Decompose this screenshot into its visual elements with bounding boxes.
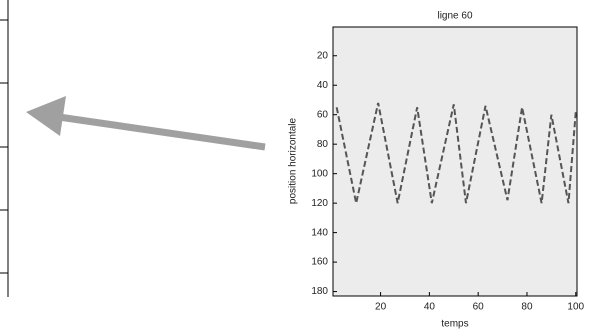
- x-tick-label: 80: [521, 302, 533, 313]
- page: {"chart_data": {"type": "line", "title":…: [0, 0, 596, 334]
- x-tick-label: 60: [473, 302, 485, 313]
- x-tick-label: 20: [375, 302, 387, 313]
- y-tick-label: 180: [311, 286, 328, 297]
- figure: ligne 60 temps position horizontale 20 40…: [0, 0, 596, 334]
- y-tick-label: 140: [311, 227, 328, 238]
- arrow: [26, 96, 265, 147]
- chart-title: ligne 60: [437, 11, 472, 22]
- left-axis-fragment: [0, 0, 8, 297]
- y-tick-label: 20: [317, 50, 329, 61]
- y-tick-label: 160: [311, 257, 328, 268]
- y-tick-label: 40: [317, 80, 329, 91]
- y-tick-label: 100: [311, 168, 328, 179]
- y-axis-label: position horizontale: [288, 117, 299, 204]
- y-tick-label: 60: [317, 109, 329, 120]
- y-tick-label: 80: [317, 139, 329, 150]
- y-tick-label: 120: [311, 198, 328, 209]
- x-tick-label: 100: [567, 302, 584, 313]
- plot-area: [333, 27, 577, 296]
- x-tick-label: 40: [424, 302, 436, 313]
- x-axis-label: temps: [441, 319, 468, 330]
